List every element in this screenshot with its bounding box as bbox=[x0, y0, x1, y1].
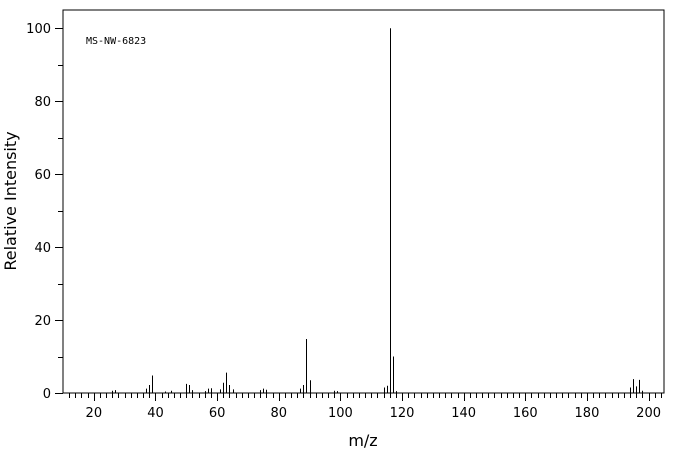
x-tick-label: 180 bbox=[575, 406, 600, 421]
y-tick-label: 40 bbox=[34, 241, 51, 256]
x-tick-label: 140 bbox=[451, 406, 476, 421]
x-tick-label: 120 bbox=[390, 406, 415, 421]
x-axis-title: m/z bbox=[348, 431, 377, 450]
plot-frame bbox=[62, 9, 665, 394]
y-axis-title: Relative Intensity bbox=[1, 131, 20, 270]
x-tick-label: 160 bbox=[513, 406, 538, 421]
y-tick-label: 20 bbox=[34, 314, 51, 329]
y-tick-label: 60 bbox=[34, 168, 51, 183]
x-tick-label: 60 bbox=[209, 406, 226, 421]
x-tick-label: 200 bbox=[636, 406, 661, 421]
y-tick-label: 100 bbox=[26, 22, 51, 37]
x-tick-label: 40 bbox=[147, 406, 164, 421]
axes-layer bbox=[62, 9, 665, 394]
spectrum-id-label: MS-NW-6823 bbox=[86, 36, 146, 47]
x-axis-ticks: 20 40 60 80 100 120 140 160 180 200 bbox=[69, 393, 662, 421]
peaks-layer bbox=[112, 28, 643, 393]
x-tick-label: 100 bbox=[328, 406, 353, 421]
y-tick-label: 0 bbox=[43, 387, 51, 402]
y-axis-ticks: 0 20 40 60 80 100 bbox=[26, 22, 63, 402]
x-tick-label: 80 bbox=[270, 406, 287, 421]
y-tick-label: 80 bbox=[34, 95, 51, 110]
x-tick-label: 20 bbox=[86, 406, 103, 421]
